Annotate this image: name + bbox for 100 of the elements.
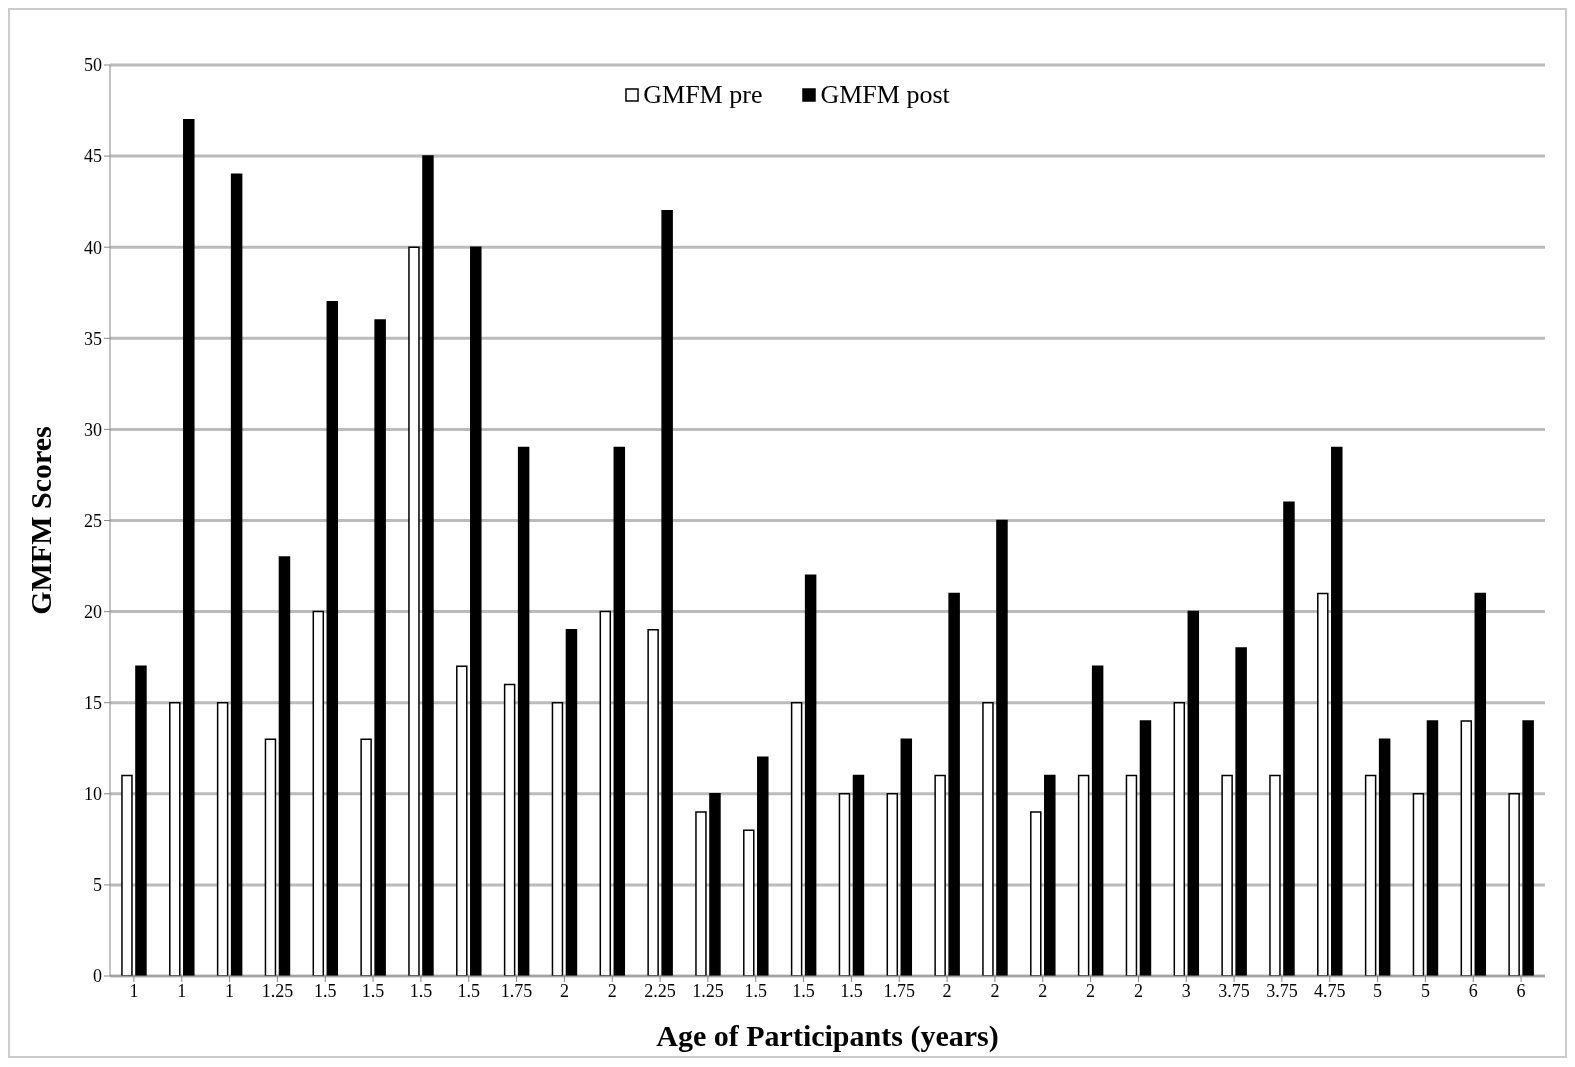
bar <box>374 319 386 976</box>
y-tick-label: 10 <box>84 784 102 805</box>
bar <box>169 701 181 976</box>
bar <box>1139 720 1152 976</box>
y-tick-label: 40 <box>84 237 102 258</box>
bar <box>1235 647 1247 976</box>
y-tick-label: 5 <box>93 875 102 896</box>
x-tick-label: 5 <box>1420 980 1430 1001</box>
x-tick-label: 3 <box>1181 980 1191 1001</box>
x-tick-label: 1.5 <box>314 980 337 1001</box>
bar <box>360 738 372 976</box>
bar <box>1412 793 1425 976</box>
bar <box>661 210 673 976</box>
x-tick-label: 5 <box>1373 980 1383 1001</box>
bar <box>709 793 721 976</box>
bar <box>790 701 803 976</box>
x-tick-label: 1.5 <box>792 980 815 1001</box>
bar <box>1221 774 1233 976</box>
x-tick-label: 2 <box>990 980 1000 1001</box>
x-tick-label: 6 <box>1516 980 1526 1001</box>
bar <box>886 793 899 976</box>
y-tick-label: 50 <box>84 55 102 76</box>
bar <box>1030 811 1042 976</box>
x-tick-label: 1 <box>225 980 235 1001</box>
y-tick-label: 15 <box>84 693 102 714</box>
x-tick-label: 6 <box>1468 980 1478 1001</box>
bar <box>613 446 626 976</box>
x-tick-label: 1.75 <box>500 980 533 1001</box>
x-tick-label: 1.25 <box>692 980 724 1001</box>
y-axis-title: GMFM Scores <box>23 426 57 615</box>
bar <box>900 738 913 976</box>
bar <box>1077 774 1090 976</box>
bar <box>135 665 147 976</box>
bar <box>1522 720 1534 976</box>
x-tick-label: 1.5 <box>744 980 767 1001</box>
bar <box>838 793 851 976</box>
bar <box>422 155 434 976</box>
x-tick-label: 1.75 <box>883 980 915 1001</box>
y-tick-label: 35 <box>84 328 102 349</box>
bar <box>852 774 865 976</box>
bar <box>647 629 659 976</box>
bar <box>456 665 468 976</box>
bar <box>230 173 243 976</box>
x-tick-label: 1 <box>129 980 139 1001</box>
bar <box>1173 701 1186 976</box>
bar <box>470 246 482 976</box>
x-tick-label: 2 <box>942 980 952 1001</box>
x-tick-label: 4.75 <box>1314 980 1346 1001</box>
x-tick-label: 2 <box>1038 980 1048 1001</box>
bar <box>1378 738 1391 976</box>
legend-label: GMFM post <box>819 80 950 110</box>
bar <box>1044 774 1056 976</box>
y-tick-label: 0 <box>93 966 102 987</box>
y-tick-label: 25 <box>84 510 102 531</box>
x-tick-label: 1 <box>177 980 187 1001</box>
bar <box>1508 793 1520 976</box>
bar <box>1283 501 1295 976</box>
x-tick-label: 2 <box>1133 980 1143 1001</box>
x-tick-label: 1.25 <box>261 980 294 1001</box>
x-tick-label: 1.5 <box>457 980 480 1001</box>
bar <box>695 811 707 976</box>
bar <box>982 701 994 976</box>
bar <box>934 774 946 976</box>
bar <box>1125 774 1138 976</box>
bar <box>948 592 960 976</box>
bar <box>743 829 755 976</box>
bar <box>996 519 1008 976</box>
bar <box>408 246 420 976</box>
x-tick-label: 2 <box>1086 980 1096 1001</box>
x-tick-label: 1.5 <box>840 980 863 1001</box>
x-tick-label: 1.5 <box>409 980 433 1001</box>
bar <box>551 701 564 976</box>
x-tick-label: 2 <box>607 980 617 1001</box>
bar <box>1269 774 1281 976</box>
bar <box>517 446 530 976</box>
bar <box>312 610 325 976</box>
bar <box>1091 665 1104 976</box>
bar <box>1460 720 1473 976</box>
bar <box>1317 592 1329 976</box>
y-tick-label: 30 <box>84 419 102 440</box>
x-tick-label: 2 <box>559 980 569 1001</box>
bar <box>121 774 133 976</box>
bar <box>326 301 339 976</box>
x-tick-label: 1.5 <box>361 980 385 1001</box>
bar <box>264 738 277 976</box>
bar <box>757 756 769 976</box>
legend-label: GMFM pre <box>642 80 763 110</box>
x-tick-label: 3.75 <box>1266 980 1298 1001</box>
x-tick-label: 2.25 <box>644 980 676 1001</box>
y-tick-label: 45 <box>84 146 102 167</box>
bar <box>216 701 229 976</box>
bar <box>565 629 578 976</box>
bar <box>278 556 291 976</box>
bar <box>1426 720 1439 976</box>
bar <box>503 683 516 976</box>
bar <box>1187 610 1200 976</box>
bar <box>599 610 612 976</box>
bar <box>1364 774 1377 976</box>
x-tick-label: 3.75 <box>1218 980 1250 1001</box>
bar <box>1331 446 1343 976</box>
